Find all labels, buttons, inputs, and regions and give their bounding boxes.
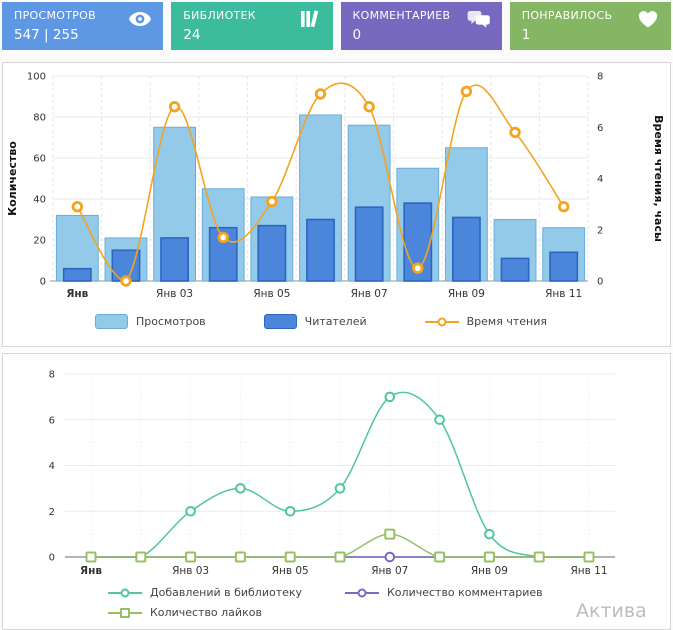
legend-item[interactable]: Читателей (263, 314, 367, 329)
svg-text:Янв: Янв (66, 288, 88, 300)
views-readers-chart: 0 20 40 60 80 100 0 2 4 6 8 Янв Янв 03 Янв 05 Янв 07 Ян… (6, 72, 665, 301)
legend-item[interactable]: Время чтения (424, 314, 547, 329)
bar-swatch (263, 314, 297, 329)
svg-text:Янв 03: Янв 03 (172, 565, 209, 577)
svg-text:8: 8 (597, 72, 603, 83)
activity-chart: 0 2 4 6 8 Янв Янв 03 Янв 05 Янв 07 Янв 09 Янв 11 (49, 370, 615, 577)
card-value: 1 (521, 27, 531, 43)
svg-text:Янв 11: Янв 11 (545, 288, 582, 300)
svg-text:60: 60 (33, 154, 46, 165)
line-marker-swatch (345, 585, 379, 600)
books-icon (298, 9, 322, 29)
svg-text:0: 0 (49, 553, 55, 564)
svg-text:Янв 11: Янв 11 (570, 565, 607, 577)
activity-chart-legend: Добавлений в библиотеку Количество коммен… (3, 585, 670, 620)
svg-text:2: 2 (597, 225, 603, 236)
svg-text:4: 4 (597, 174, 603, 185)
legend-label: Читателей (304, 315, 367, 328)
comments-card: КОММЕНТАРИЕВ 0 (340, 2, 502, 50)
line-marker-swatch (108, 585, 142, 600)
views-chart-legend: Просмотров Читателей Время чтения (3, 314, 670, 329)
svg-text:100: 100 (27, 72, 46, 83)
card-label: ПРОСМОТРОВ (14, 9, 96, 22)
card-value: 0 (352, 27, 362, 43)
svg-text:6: 6 (597, 123, 603, 134)
legend-label: Добавлений в библиотеку (150, 586, 303, 599)
activity-chart-panel: 0 2 4 6 8 Янв Янв 03 Янв 05 Янв 07 Янв 09 Янв 11 Д… (2, 353, 671, 630)
svg-text:80: 80 (33, 113, 46, 124)
line-marker-swatch (424, 314, 459, 329)
svg-text:20: 20 (33, 236, 46, 247)
svg-text:Количество: Количество (6, 141, 19, 216)
windows-activation-watermark: Актива (576, 600, 647, 622)
svg-text:Время чтения, часы: Время чтения, часы (652, 115, 665, 242)
libraries-card: БИБЛИОТЕК 24 (171, 2, 333, 50)
card-label: ПОНРАВИЛОСЬ (521, 9, 613, 22)
legend-item[interactable]: Количество комментариев (345, 585, 670, 600)
card-value: 24 (183, 27, 201, 43)
legend-label: Время чтения (466, 315, 547, 328)
svg-text:Янв 09: Янв 09 (448, 288, 485, 300)
svg-text:Янв 03: Янв 03 (156, 288, 193, 300)
svg-text:Янв 07: Янв 07 (371, 565, 408, 577)
heart-icon (636, 9, 660, 29)
legend-label: Просмотров (136, 315, 206, 328)
eye-icon (128, 9, 152, 29)
card-label: КОММЕНТАРИЕВ (352, 9, 451, 22)
svg-text:8: 8 (49, 370, 55, 381)
legend-label: Количество комментариев (387, 586, 543, 599)
bar-swatch (95, 314, 128, 329)
legend-label: Количество лайков (150, 606, 262, 619)
legend-item[interactable]: Добавлений в библиотеку (108, 585, 345, 600)
views-card: ПРОСМОТРОВ 547 | 255 (2, 2, 164, 50)
svg-text:Янв 05: Янв 05 (272, 565, 309, 577)
svg-text:40: 40 (33, 195, 46, 206)
legend-item[interactable]: Просмотров (95, 314, 206, 329)
svg-text:Янв: Янв (80, 565, 102, 577)
square-marker-swatch (108, 605, 142, 620)
comments-icon (467, 9, 491, 29)
svg-text:4: 4 (49, 461, 55, 472)
reads-chart-panel: 0 20 40 60 80 100 0 2 4 6 8 Янв Янв 03 Янв 05 Янв 07 Ян… (2, 62, 671, 347)
svg-text:6: 6 (49, 415, 55, 426)
svg-text:0: 0 (597, 277, 603, 288)
svg-text:Янв 09: Янв 09 (471, 565, 508, 577)
svg-text:Янв 05: Янв 05 (253, 288, 290, 300)
card-label: БИБЛИОТЕК (183, 9, 256, 22)
svg-text:2: 2 (49, 507, 55, 518)
svg-text:Янв 07: Янв 07 (351, 288, 388, 300)
stats-cards: ПРОСМОТРОВ 547 | 255 БИБЛИОТЕК 24 КОММЕН… (2, 2, 671, 50)
legend-item[interactable]: Количество лайков (108, 605, 345, 620)
svg-text:0: 0 (40, 277, 46, 288)
card-value: 547 | 255 (14, 27, 79, 43)
likes-card: ПОНРАВИЛОСЬ 1 (509, 2, 671, 50)
